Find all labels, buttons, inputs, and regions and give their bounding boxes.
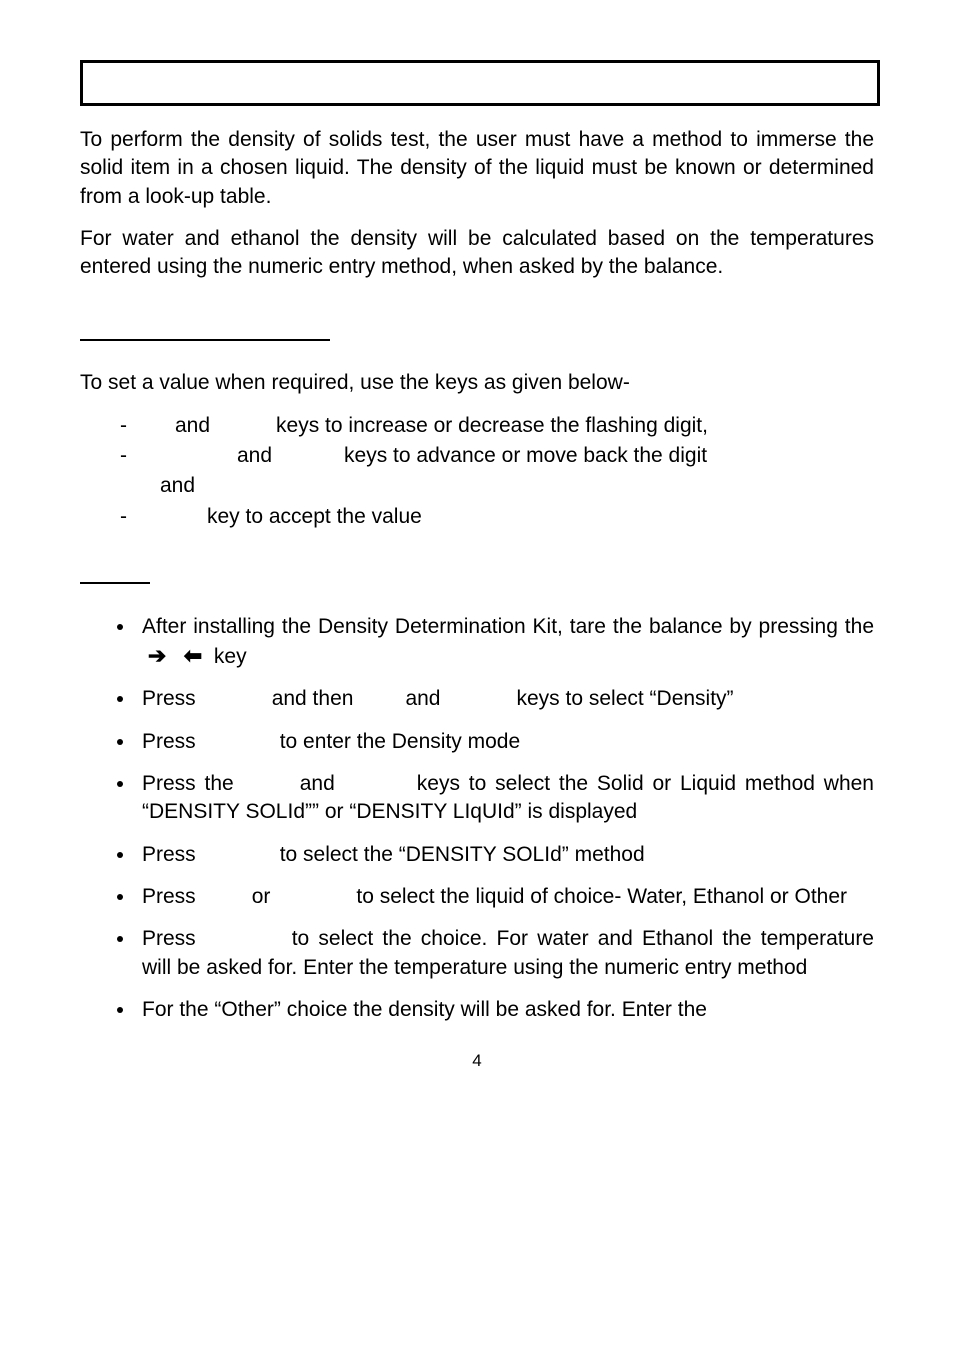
procedure-list: After installing the Density Determinati… bbox=[80, 613, 874, 1025]
numeric-entry-heading bbox=[80, 314, 330, 341]
list-item: Pressto enter the Density mode bbox=[136, 728, 874, 756]
dash-marker: - bbox=[120, 444, 127, 467]
dash-marker: - bbox=[120, 414, 127, 437]
key-instruction-item: -andkeys to increase or decrease the fla… bbox=[120, 412, 874, 440]
page-number: 4 bbox=[80, 1050, 874, 1073]
list-item: Pressand thenandkeys to select “Density” bbox=[136, 685, 874, 713]
list-item: Pressto select the choice. For water and… bbox=[136, 925, 874, 982]
intro-paragraph-2: For water and ethanol the density will b… bbox=[80, 225, 874, 282]
key-instruction-item: -key to accept the value bbox=[120, 503, 874, 531]
dash-marker: - bbox=[120, 505, 127, 528]
list-item: After installing the Density Determinati… bbox=[136, 613, 874, 672]
subsection-heading bbox=[80, 557, 150, 584]
key-instruction-item-cont: and bbox=[120, 472, 874, 500]
list-item: For the “Other” choice the density will … bbox=[136, 996, 874, 1024]
numeric-entry-intro: To set a value when required, use the ke… bbox=[80, 369, 874, 397]
arrow-left-icon: ⬅ bbox=[184, 643, 202, 668]
key-instruction-item: -andkeys to advance or move back the dig… bbox=[120, 442, 874, 470]
list-item: Pressorto select the liquid of choice- W… bbox=[136, 883, 874, 911]
intro-paragraph-1: To perform the density of solids test, t… bbox=[80, 126, 874, 211]
list-item: Press theandkeys to select the Solid or … bbox=[136, 770, 874, 827]
arrow-right-icon: ➔ bbox=[148, 643, 166, 668]
section-header-box bbox=[80, 60, 880, 106]
list-item: Pressto select the “DENSITY SOLId” metho… bbox=[136, 841, 874, 869]
key-instruction-list: -andkeys to increase or decrease the fla… bbox=[120, 412, 874, 531]
